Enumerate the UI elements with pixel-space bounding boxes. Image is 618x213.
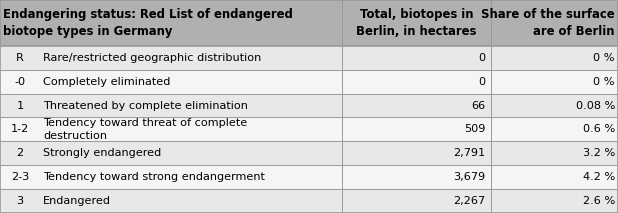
Text: 2-3: 2-3 [11,172,29,182]
FancyBboxPatch shape [0,0,618,46]
FancyBboxPatch shape [0,165,618,189]
Text: 3,679: 3,679 [453,172,485,182]
Text: 0 %: 0 % [593,77,615,87]
Text: 3: 3 [17,196,23,206]
Text: 2: 2 [17,148,23,158]
Text: Rare/restricted geographic distribution: Rare/restricted geographic distribution [43,53,261,63]
Text: 1: 1 [17,101,23,111]
Text: 0: 0 [478,77,485,87]
Text: 0: 0 [478,53,485,63]
Text: Endangered: Endangered [43,196,111,206]
Text: 509: 509 [464,124,485,134]
Text: 0 %: 0 % [593,53,615,63]
Text: Strongly endangered: Strongly endangered [43,148,161,158]
Text: 4.2 %: 4.2 % [583,172,615,182]
Text: Endangering status: Red List of endangered
biotope types in Germany: Endangering status: Red List of endanger… [3,8,293,38]
FancyBboxPatch shape [0,94,618,117]
Text: 2,791: 2,791 [453,148,485,158]
Text: Threatened by complete elimination: Threatened by complete elimination [43,101,248,111]
Text: Tendency toward threat of complete
destruction: Tendency toward threat of complete destr… [43,118,248,141]
Text: Total, biotopes in
Berlin, in hectares: Total, biotopes in Berlin, in hectares [357,8,476,38]
FancyBboxPatch shape [0,70,618,94]
FancyBboxPatch shape [0,117,618,141]
FancyBboxPatch shape [0,46,618,70]
Text: 2.6 %: 2.6 % [583,196,615,206]
Text: 0.6 %: 0.6 % [583,124,615,134]
Text: -0: -0 [14,77,26,87]
Text: R: R [16,53,24,63]
Text: 1-2: 1-2 [11,124,29,134]
FancyBboxPatch shape [0,141,618,165]
Text: 3.2 %: 3.2 % [583,148,615,158]
Text: Share of the surface
are of Berlin: Share of the surface are of Berlin [481,8,615,38]
FancyBboxPatch shape [0,189,618,213]
Text: 0.08 %: 0.08 % [575,101,615,111]
Text: Tendency toward strong endangerment: Tendency toward strong endangerment [43,172,265,182]
Text: 2,267: 2,267 [453,196,485,206]
Text: 66: 66 [471,101,485,111]
Text: Completely eliminated: Completely eliminated [43,77,171,87]
